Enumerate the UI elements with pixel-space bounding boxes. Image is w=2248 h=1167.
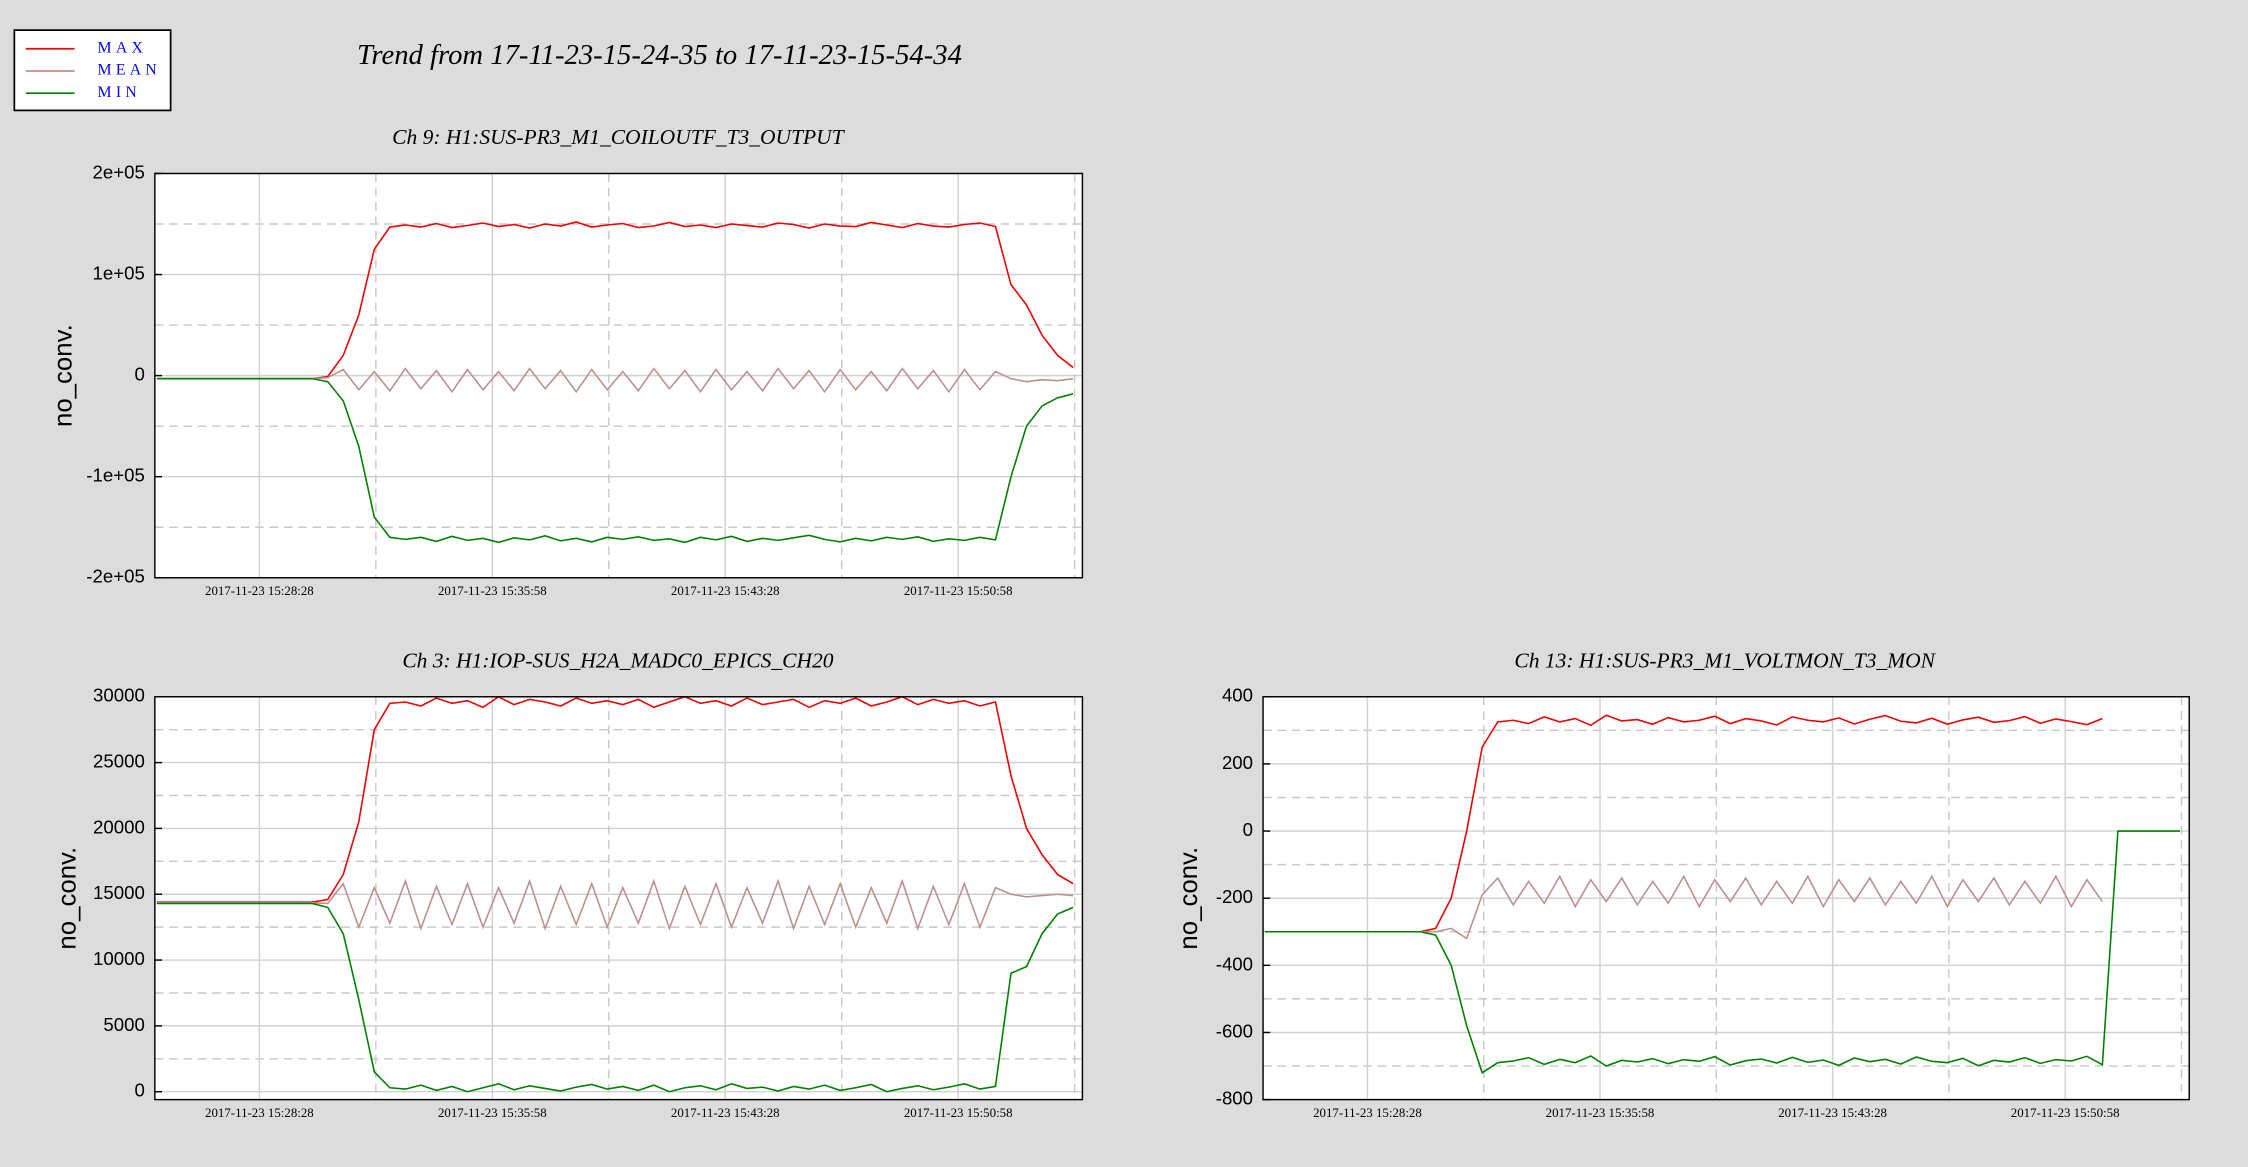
y-tick-label: 30000: [93, 685, 145, 706]
series-line: [1265, 830, 2180, 1074]
plot-border: [1262, 696, 2190, 1101]
y-axis-label: no_conv.: [54, 847, 82, 950]
y-tick-label: 25000: [93, 751, 145, 772]
y-tick-label: -2e+05: [86, 566, 145, 587]
y-tick-label: 0: [134, 364, 144, 385]
y-tick-label: 2e+05: [92, 161, 144, 182]
y-tick-label: 5000: [103, 1014, 144, 1035]
x-tick-label: 2017-11-23 15:28:28: [205, 584, 314, 598]
y-tick-label: -1e+05: [86, 465, 145, 486]
y-tick-label: -800: [1216, 1088, 1253, 1109]
x-tick-label: 2017-11-23 15:35:58: [438, 584, 547, 598]
y-tick-label: 400: [1222, 685, 1253, 706]
x-tick-label: 2017-11-23 15:35:58: [1546, 1106, 1655, 1120]
y-tick-label: 1e+05: [92, 262, 144, 283]
x-tick-label: 2017-11-23 15:43:28: [671, 1106, 780, 1120]
chart-title: Ch 3: H1:IOP-SUS_H2A_MADC0_EPICS_CH20: [402, 648, 833, 672]
y-tick-label: 0: [134, 1080, 144, 1101]
x-tick-label: 2017-11-23 15:43:28: [671, 584, 780, 598]
x-tick-label: 2017-11-23 15:50:58: [904, 584, 1013, 598]
plot-border: [154, 696, 1084, 1101]
y-axis-label: no_conv.: [49, 324, 77, 427]
y-tick-label: 15000: [93, 882, 145, 903]
series-line: [156, 902, 1074, 1093]
legend-label: MIN: [97, 84, 141, 101]
plot-border: [154, 172, 1084, 579]
y-tick-label: 20000: [93, 816, 145, 837]
y-tick-label: -600: [1216, 1020, 1253, 1041]
x-tick-label: 2017-11-23 15:28:28: [1313, 1106, 1422, 1120]
y-tick-label: -200: [1216, 886, 1253, 907]
chart-title: Ch 13: H1:SUS-PR3_M1_VOLTMON_T3_MON: [1514, 648, 1936, 672]
x-tick-label: 2017-11-23 15:50:58: [2011, 1106, 2120, 1120]
x-tick-label: 2017-11-23 15:43:28: [1778, 1106, 1887, 1120]
x-tick-label: 2017-11-23 15:35:58: [438, 1106, 547, 1120]
chart-title: Ch 9: H1:SUS-PR3_M1_COILOUTF_T3_OUTPUT: [392, 125, 846, 149]
y-tick-label: 10000: [93, 948, 145, 969]
legend-label: MEAN: [97, 62, 161, 79]
x-tick-label: 2017-11-23 15:28:28: [205, 1106, 314, 1120]
y-tick-label: 0: [1243, 819, 1253, 840]
series-line: [156, 377, 1074, 544]
y-tick-label: 200: [1222, 752, 1253, 773]
page-title: Trend from 17-11-23-15-24-35 to 17-11-23…: [357, 39, 962, 71]
legend-label: MAX: [97, 39, 147, 56]
x-tick-label: 2017-11-23 15:50:58: [904, 1106, 1013, 1120]
y-tick-label: -400: [1216, 953, 1253, 974]
y-axis-label: no_conv.: [1175, 847, 1203, 950]
